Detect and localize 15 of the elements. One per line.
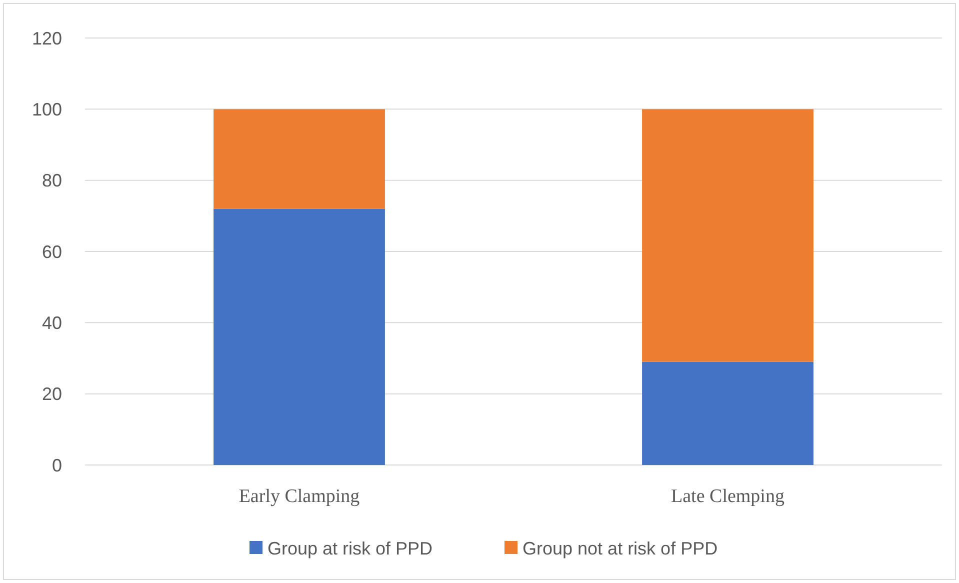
bar (214, 109, 385, 209)
y-tick-label: 20 (42, 384, 62, 404)
bar (642, 362, 814, 465)
x-tick-label: Early Clamping (238, 486, 360, 507)
y-tick-label: 80 (42, 170, 62, 191)
legend-label: Group at risk of PPD (268, 538, 433, 558)
x-tick-label: Late Clemping (671, 486, 785, 507)
y-tick-label: 120 (32, 28, 62, 48)
bar (642, 109, 814, 362)
y-tick-label: 0 (52, 455, 62, 476)
bar (214, 208, 385, 465)
y-tick-label: 40 (42, 312, 62, 333)
legend-label: Group not at risk of PPD (522, 538, 718, 558)
y-tick-label: 100 (32, 99, 62, 120)
y-tick-label: 60 (42, 242, 62, 262)
